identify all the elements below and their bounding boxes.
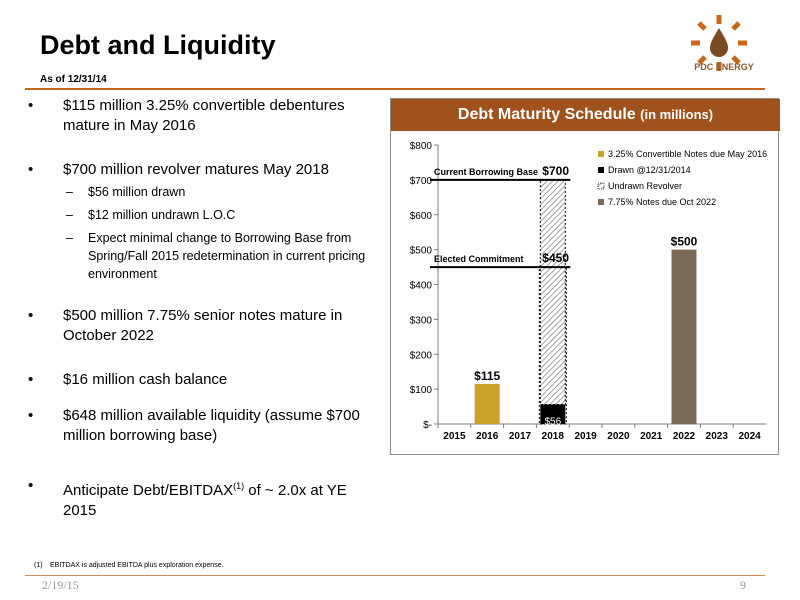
- elected-commitment-outline: [538, 266, 567, 425]
- reference-line-label: Current Borrowing Base: [434, 167, 538, 177]
- chart-header: Debt Maturity Schedule (in millions): [391, 99, 780, 131]
- page-title: Debt and Liquidity: [40, 30, 276, 60]
- footnote-marker: (1): [233, 481, 245, 491]
- bullet-dot: •: [28, 371, 34, 388]
- bullet-dot: •: [28, 161, 34, 178]
- bullet-dot: •: [28, 477, 34, 494]
- bar-drawn-12-31-2014: [540, 404, 566, 424]
- data-label: $500: [671, 235, 698, 249]
- y-tick-label: $200: [410, 350, 433, 361]
- footnote-number: (1): [34, 562, 43, 569]
- bullet-text: $16 million cash balance: [63, 371, 228, 388]
- x-tick-label: 2023: [706, 431, 729, 442]
- sub-bullet-text: Expect minimal change to Borrowing Base …: [88, 231, 366, 281]
- x-tick-label: 2022: [673, 431, 696, 442]
- bullet-text-part: of ~ 2.0x at YE 2015: [63, 482, 347, 519]
- x-tick-label: 2018: [542, 431, 565, 442]
- x-tick-label: 2020: [607, 431, 630, 442]
- slide-date: 2/19/15: [42, 578, 79, 592]
- y-tick-label: $500: [410, 246, 433, 257]
- as-of-date: As of 12/31/14: [40, 74, 107, 85]
- bullet-text: $700 million revolver matures May 2018: [63, 161, 329, 178]
- y-tick-label: $800: [410, 141, 433, 152]
- x-tick-label: 2019: [574, 431, 597, 442]
- bullet-text: $115 million 3.25% convertible debenture…: [63, 97, 345, 134]
- bar-undrawn-revolver: [539, 179, 566, 405]
- x-tick-label: 2024: [738, 431, 761, 442]
- x-tick-label: 2017: [509, 431, 532, 442]
- y-tick-label: $300: [410, 315, 433, 326]
- y-tick-label: $400: [410, 281, 433, 292]
- reference-line-label: Elected Commitment: [434, 254, 524, 264]
- bullet-text-part: Anticipate Debt/EBITDAX: [63, 482, 234, 499]
- reference-line-value: $450: [542, 251, 569, 265]
- header-divider: [25, 88, 765, 90]
- footnote: (1) EBITDAX is adjusted EBITDA plus explo…: [34, 562, 224, 569]
- chart-unit: (in millions): [640, 107, 714, 122]
- sub-bullet-dash: –: [66, 231, 73, 245]
- y-tick-label: $600: [410, 211, 433, 222]
- page-number: 9: [740, 578, 746, 592]
- legend-swatch: [598, 199, 604, 205]
- footnote-text: EBITDAX is adjusted EBITDA plus explorat…: [50, 562, 224, 569]
- bar-3-25-convertible-notes-due-may-2016: [474, 383, 500, 424]
- footer-divider: [25, 575, 765, 576]
- data-label: $56: [544, 416, 561, 427]
- data-label: $115: [474, 369, 500, 383]
- legend-label: Undrawn Revolver: [608, 181, 682, 191]
- legend-swatch: [598, 167, 604, 173]
- chart-canvas: $- $100 $200 $300 $400 $500 $600 $700 $800 2015 20…: [410, 141, 767, 442]
- x-tick-label: 2016: [476, 431, 499, 442]
- legend-label: 3.25% Convertible Notes due May 2016: [608, 149, 767, 159]
- chart-title: Debt Maturity Schedule: [457, 106, 636, 123]
- legend-swatch: [598, 151, 604, 157]
- sub-bullet-text: $56 million drawn: [88, 185, 186, 199]
- legend-label: Drawn @12/31/2014: [608, 165, 691, 175]
- logo-wordmark: PDC ENERGY: [694, 62, 754, 72]
- bar-7-75-notes-due-oct-2022: [671, 249, 697, 424]
- x-tick-label: 2021: [640, 431, 663, 442]
- reference-line-value: $700: [542, 164, 569, 178]
- legend-swatch: [597, 182, 605, 190]
- bullet-text: $648 million available liquidity (assume…: [63, 407, 360, 444]
- y-tick-label: $100: [410, 385, 433, 396]
- bullet-text: $500 million 7.75% senior notes mature i…: [63, 307, 343, 344]
- y-tick-label: $700: [410, 176, 433, 187]
- sub-bullet-dash: –: [66, 185, 73, 199]
- bullet-dot: •: [28, 307, 34, 324]
- bullet-dot: •: [28, 407, 34, 424]
- sub-bullet-text: $12 million undrawn L.O.C: [88, 208, 236, 222]
- sub-bullet-dash: –: [66, 208, 73, 222]
- y-tick-label: $-: [423, 420, 432, 431]
- bullet-text: Anticipate Debt/EBITDAX(1) of ~ 2.0x at …: [63, 476, 373, 521]
- debt-maturity-chart: Debt Maturity Schedule (in millions) $- $…: [390, 98, 780, 455]
- legend-label: 7.75% Notes due Oct 2022: [608, 197, 716, 207]
- bullet-dot: •: [28, 97, 34, 114]
- pdc-logo-icon: [691, 15, 747, 71]
- x-tick-label: 2015: [443, 431, 466, 442]
